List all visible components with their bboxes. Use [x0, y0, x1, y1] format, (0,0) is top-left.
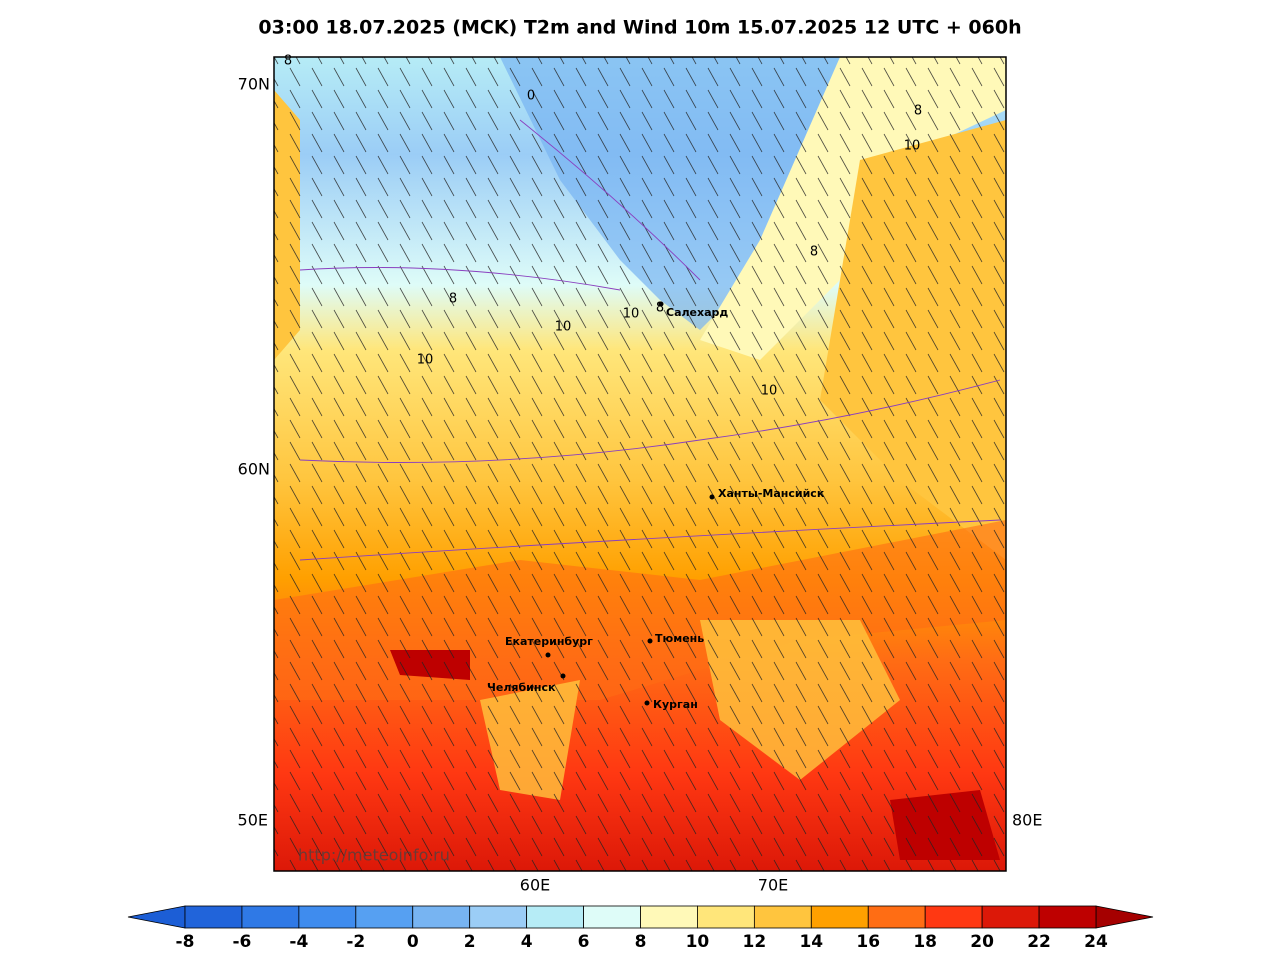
- contour-label: 8: [810, 245, 818, 260]
- colorbar-bin: [241, 905, 300, 929]
- lon-label: 80E: [1012, 811, 1042, 830]
- city-label: Екатеринбург: [505, 635, 593, 648]
- contour-label: 0: [527, 89, 535, 104]
- colorbar-tick-label: 24: [1084, 932, 1108, 952]
- colorbar-bin: [469, 905, 528, 929]
- colorbar-tick-label: 22: [1027, 932, 1051, 952]
- colorbar-bin: [526, 905, 584, 929]
- colorbar-tick-label: 12: [743, 932, 767, 952]
- contour-labels: 8 0 8 10 8 8 10 10 8 10 10: [284, 54, 922, 399]
- title: 03:00 18.07.2025 (MCK) T2m and Wind 10m …: [258, 17, 1021, 39]
- colorbar-bin: [412, 905, 471, 929]
- lon-label: 60E: [520, 876, 550, 895]
- colorbar-bin: [867, 905, 926, 929]
- city-label: Салехард: [666, 306, 728, 319]
- colorbar-tick-label: 14: [799, 932, 823, 952]
- lon-label: 70E: [758, 876, 788, 895]
- city-label: Ханты-Мансийск: [718, 487, 825, 500]
- colorbar-tick-label: 8: [635, 932, 647, 952]
- colorbar-bin: [640, 905, 698, 929]
- colorbar-tick-label: 0: [407, 932, 419, 952]
- colorbar-bin: [355, 905, 414, 929]
- colorbar-tick-label: 6: [578, 932, 590, 952]
- colorbar-tick-label: -6: [232, 932, 251, 952]
- cities: Салехард Ханты-Мансийск Екатеринбург Тюм…: [487, 301, 825, 711]
- contour-label: 8: [914, 104, 922, 119]
- colorbar-tick-label: -4: [289, 932, 308, 952]
- colorbar-tick-label: 16: [856, 932, 880, 952]
- colorbar-bin: [810, 905, 869, 929]
- map: [274, 57, 1006, 871]
- watermark: http://meteoinfo.ru: [298, 846, 450, 865]
- colorbar-bin: [1038, 905, 1097, 929]
- colorbar-bin: [753, 905, 812, 929]
- contour-label: 10: [555, 320, 572, 335]
- lon-label: 50E: [238, 811, 268, 830]
- colorbar-tick-label: 18: [913, 932, 937, 952]
- city-label: Тюмень: [655, 632, 704, 645]
- colorbar-tick-label: 10: [686, 932, 710, 952]
- colorbar-below: [127, 905, 186, 929]
- contour-label: 10: [623, 307, 640, 322]
- colorbar-tick-label: -8: [176, 932, 195, 952]
- colorbar-bin: [298, 905, 357, 929]
- colorbar-tick-label: 2: [464, 932, 476, 952]
- colorbar-bin: [924, 905, 983, 929]
- city-label: Курган: [653, 698, 698, 711]
- colorbar-above: [1095, 905, 1154, 929]
- lat-label: 70N: [238, 75, 270, 94]
- colorbar-bin: [981, 905, 1040, 929]
- contour-label: 10: [417, 353, 434, 368]
- contour-label: 10: [904, 139, 921, 154]
- colorbar: -8 -6 -4 -2 0 2 4 6 8 10 12 14 16 18 20 22 24: [127, 905, 1154, 952]
- contour-label: 8: [656, 301, 664, 316]
- colorbar-tick-label: 4: [521, 932, 533, 952]
- contour-label: 8: [284, 54, 292, 69]
- contour-label: 8: [449, 292, 457, 307]
- colorbar-bin: [184, 905, 243, 929]
- colorbar-tick-label: 20: [970, 932, 994, 952]
- city-label: Челябинск: [487, 681, 556, 694]
- lat-label: 60N: [238, 460, 270, 479]
- colorbar-bin: [583, 905, 641, 929]
- colorbar-tick-label: -2: [346, 932, 365, 952]
- map-frame: [273, 56, 1007, 872]
- contour-label: 10: [761, 384, 778, 399]
- colorbar-bin: [697, 905, 755, 929]
